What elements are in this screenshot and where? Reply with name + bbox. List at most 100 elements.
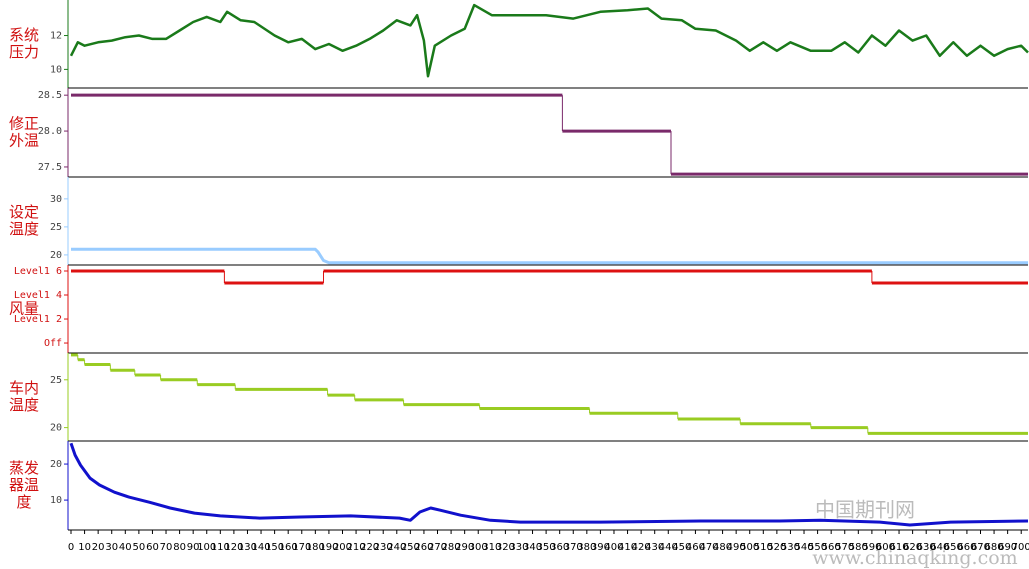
y-tick-label: 10 [50, 495, 62, 506]
x-tick-label: 130 [238, 542, 257, 553]
x-tick-label: 490 [727, 542, 746, 553]
x-tick-label: 120 [224, 542, 243, 553]
x-tick-label: 440 [659, 542, 678, 553]
x-tick-label: 500 [740, 542, 759, 553]
y-tick-label: 12 [50, 31, 62, 42]
x-tick-label: 60 [146, 542, 159, 553]
x-tick-label: 320 [496, 542, 515, 553]
x-tick-label: 340 [523, 542, 542, 553]
x-tick-label: 390 [591, 542, 610, 553]
x-tick-label: 260 [414, 542, 433, 553]
x-tick-label: 240 [387, 542, 406, 553]
x-tick-label: 230 [374, 542, 393, 553]
x-tick-label: 80 [173, 542, 186, 553]
x-tick-label: 40 [119, 542, 132, 553]
x-tick-label: 310 [482, 542, 501, 553]
x-tick-label: 470 [699, 542, 718, 553]
x-tick-label: 300 [469, 542, 488, 553]
x-tick-label: 250 [401, 542, 420, 553]
x-tick-label: 530 [781, 542, 800, 553]
x-tick-label: 10 [78, 542, 91, 553]
x-tick-label: 690 [998, 542, 1017, 553]
x-tick-label: 400 [604, 542, 623, 553]
x-tick-label: 330 [509, 542, 528, 553]
x-tick-label: 510 [754, 542, 773, 553]
x-tick-label: 580 [849, 542, 868, 553]
y-tick-label: 27.5 [38, 162, 62, 173]
x-tick-label: 360 [550, 542, 569, 553]
x-tick-label: 70 [160, 542, 173, 553]
x-tick-label: 660 [957, 542, 976, 553]
x-tick-label: 380 [577, 542, 596, 553]
y-axis-label: 蒸发 [9, 459, 39, 477]
y-tick-label: Level1 6 [14, 266, 62, 277]
x-tick-label: 620 [903, 542, 922, 553]
series-line [69, 442, 1029, 527]
watermark-url: www.chinaqking.com [812, 547, 1017, 569]
y-axis-label: 外温 [9, 132, 39, 150]
x-tick-label: 280 [442, 542, 461, 553]
x-tick-label: 140 [251, 542, 270, 553]
x-tick-label: 270 [428, 542, 447, 553]
x-tick-label: 430 [645, 542, 664, 553]
x-tick-label: 200 [333, 542, 352, 553]
x-tick-label: 640 [930, 542, 949, 553]
x-tick-label: 700 [1012, 542, 1029, 553]
y-tick-label: 25 [50, 375, 62, 386]
x-tick-label: 450 [672, 542, 691, 553]
x-tick-label: 370 [564, 542, 583, 553]
x-tick-label: 220 [360, 542, 379, 553]
y-tick-label: Level1 2 [14, 314, 62, 325]
x-tick-label: 420 [632, 542, 651, 553]
x-tick-label: 170 [292, 542, 311, 553]
y-axis-label: 车内 [9, 379, 39, 397]
watermark: 中国期刊网 [815, 498, 915, 522]
x-tick-label: 550 [808, 542, 827, 553]
y-tick-label: Off [44, 338, 62, 349]
x-tick-label: 350 [537, 542, 556, 553]
y-axis-label: 温度 [9, 220, 39, 238]
y-axis-label: 设定 [9, 203, 39, 221]
x-tick-label: 570 [835, 542, 854, 553]
x-tick-label: 0 [68, 542, 74, 553]
x-tick-label: 290 [455, 542, 474, 553]
x-tick-label: 150 [265, 542, 284, 553]
x-tick-label: 160 [279, 542, 298, 553]
x-tick-label: 610 [889, 542, 908, 553]
x-tick-label: 460 [686, 542, 705, 553]
x-tick-label: 590 [862, 542, 881, 553]
x-tick-label: 100 [197, 542, 216, 553]
x-tick-label: 190 [319, 542, 338, 553]
y-tick-label: Level1 4 [14, 290, 62, 301]
x-tick-label: 600 [876, 542, 895, 553]
y-tick-label: 20 [50, 423, 62, 434]
x-tick-label: 540 [794, 542, 813, 553]
y-axis-label: 器温 [9, 476, 39, 494]
y-tick-label: 20 [50, 459, 62, 470]
x-tick-label: 180 [306, 542, 325, 553]
y-tick-label: 20 [50, 250, 62, 261]
x-tick-label: 480 [713, 542, 732, 553]
y-axis-label: 度 [16, 493, 31, 511]
y-axis-label: 修正 [9, 115, 39, 133]
x-tick-label: 30 [105, 542, 118, 553]
y-tick-label: 28.5 [38, 90, 62, 101]
x-tick-label: 520 [767, 542, 786, 553]
x-tick-label: 650 [944, 542, 963, 553]
x-tick-label: 680 [985, 542, 1004, 553]
y-tick-label: 10 [50, 64, 62, 75]
x-tick-label: 670 [971, 542, 990, 553]
y-axis-label: 系统 [9, 26, 39, 44]
series-line [69, 3, 1029, 78]
x-tick-label: 20 [92, 542, 105, 553]
y-axis-label: 温度 [9, 396, 39, 414]
y-tick-label: 28.0 [38, 126, 62, 137]
series-line [71, 247, 1028, 265]
y-tick-label: 25 [50, 222, 62, 233]
y-tick-label: 30 [50, 194, 62, 205]
x-tick-label: 110 [211, 542, 230, 553]
x-tick-label: 90 [187, 542, 200, 553]
x-tick-label: 560 [822, 542, 841, 553]
y-axis-label: 风量 [9, 300, 39, 318]
